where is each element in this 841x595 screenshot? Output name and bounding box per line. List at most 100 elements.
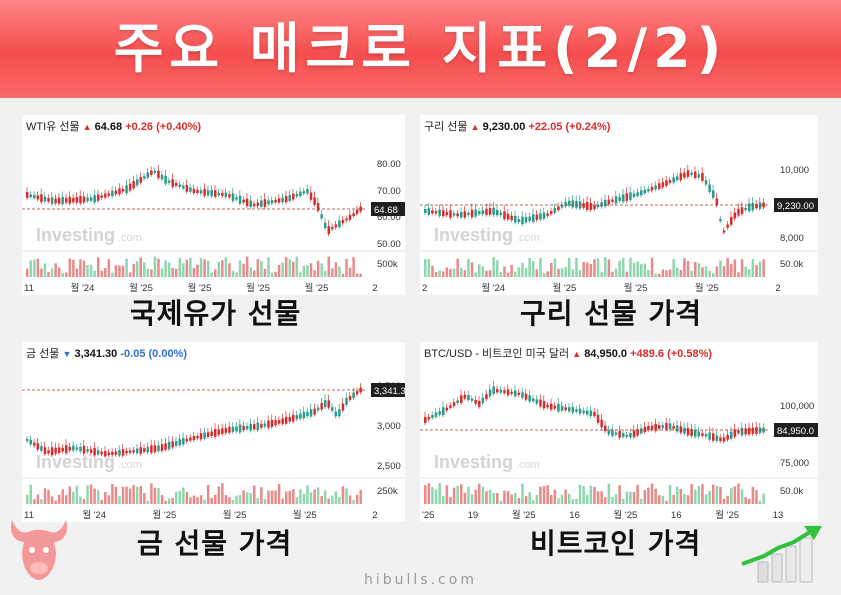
- candle: [600, 202, 603, 207]
- volume-label: 250k: [377, 486, 398, 497]
- volume-bar: [256, 258, 260, 277]
- volume-bar: [452, 268, 456, 277]
- volume-bar: [560, 268, 564, 277]
- candle: [744, 207, 747, 211]
- candle: [79, 446, 82, 452]
- volume-bar: [111, 272, 114, 277]
- volume-bar: [214, 494, 217, 504]
- candle: [517, 219, 521, 222]
- x-tick-label: 월 '25: [624, 282, 648, 294]
- candle: [460, 395, 463, 404]
- volume-bar: [316, 260, 320, 277]
- volume-bar: [492, 257, 495, 277]
- volume-bar: [111, 484, 114, 504]
- candle: [658, 425, 661, 429]
- watermark-suffix: .com: [516, 459, 540, 471]
- volume-bar: [755, 490, 758, 504]
- candle: [625, 193, 629, 201]
- candle: [178, 184, 182, 187]
- candle: [242, 199, 245, 203]
- volume-bar: [79, 259, 82, 277]
- candle: [535, 214, 539, 220]
- volume-bar: [704, 494, 708, 504]
- candle: [96, 194, 100, 201]
- candle: [192, 435, 196, 441]
- candle: [345, 397, 348, 405]
- candle: [61, 197, 64, 205]
- volume-bar: [29, 484, 33, 504]
- volume-bar: [665, 270, 668, 277]
- volume-bar: [331, 495, 334, 504]
- volume-bar: [539, 258, 542, 277]
- volume-bar: [524, 496, 528, 504]
- volume-bar: [206, 260, 210, 277]
- candle: [694, 429, 697, 437]
- x-tick-label: 월 '25: [153, 509, 177, 521]
- volume-bar: [320, 496, 323, 504]
- candle: [104, 193, 107, 198]
- candle: [160, 444, 164, 451]
- volume-bar: [260, 487, 263, 504]
- candle: [607, 199, 611, 205]
- candle: [320, 403, 323, 410]
- volume-bar: [434, 272, 438, 277]
- volume-bar: [185, 259, 189, 277]
- volume-bar: [463, 270, 467, 277]
- volume-bar: [488, 270, 492, 277]
- x-tick-label: 월 '25: [246, 282, 270, 294]
- candle: [532, 214, 535, 222]
- volume-bar: [104, 492, 107, 504]
- y-tick-label: 3,000: [377, 421, 401, 432]
- volume-bar: [449, 496, 452, 504]
- candle: [299, 413, 302, 419]
- candle: [643, 426, 647, 433]
- volume-bar: [564, 489, 567, 504]
- candle: [40, 446, 43, 451]
- candle: [210, 190, 213, 197]
- volume-bar: [614, 494, 618, 504]
- candle: [650, 425, 654, 430]
- caption-gold: 금 선물 가격: [137, 527, 293, 560]
- watermark: Investing: [36, 452, 115, 472]
- x-tick-label: 2: [775, 283, 780, 294]
- candle: [438, 209, 441, 216]
- volume-bar: [647, 487, 650, 504]
- volume-bar: [600, 272, 603, 277]
- chart-panel-btc: Investing .com 100,000 75,000 84,950.0 50.0k '…: [420, 342, 818, 522]
- x-tick-label: 월 '25: [614, 509, 638, 521]
- volume-bar: [26, 494, 29, 504]
- volume-bar: [270, 490, 274, 504]
- x-tick-label: 16: [569, 510, 580, 521]
- candle: [231, 426, 235, 432]
- x-tick-label: 월 '25: [512, 509, 536, 521]
- candle: [600, 419, 603, 428]
- volume-bar: [690, 270, 693, 277]
- candle: [539, 213, 542, 220]
- volume-bar: [733, 259, 737, 277]
- volume-bar: [143, 492, 146, 504]
- volume-bar: [114, 265, 118, 277]
- candle: [86, 197, 89, 202]
- volume-bar: [153, 256, 157, 277]
- price-tag: 64.68: [374, 205, 398, 216]
- volume-bar: [327, 498, 331, 504]
- volume-bar: [643, 263, 647, 277]
- candle: [111, 190, 114, 197]
- candle: [686, 428, 690, 436]
- candle: [640, 428, 643, 434]
- volume-bar: [474, 489, 477, 504]
- volume-bar: [316, 487, 320, 504]
- volume-bar: [575, 257, 578, 277]
- candle: [313, 197, 316, 205]
- candle: [338, 409, 341, 417]
- candle: [550, 211, 553, 214]
- volume-bar: [68, 486, 72, 504]
- volume-bar: [460, 484, 463, 504]
- candle: [593, 204, 596, 210]
- y-tick-label: 70.00: [377, 186, 401, 197]
- candle: [632, 193, 636, 197]
- volume-bar: [539, 486, 542, 504]
- chart-panel-wti: Investing .com 80.00 70.00 60.00 50.00 64.68 50…: [22, 115, 405, 295]
- volume-bar: [748, 498, 751, 504]
- candle: [43, 196, 47, 202]
